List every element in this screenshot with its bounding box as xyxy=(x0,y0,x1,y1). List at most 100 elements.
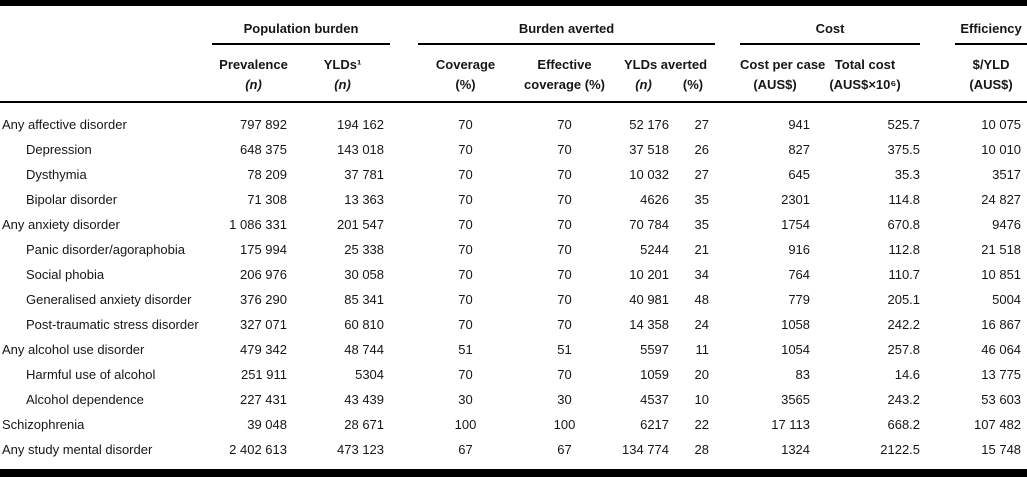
spacer-cell xyxy=(920,387,955,412)
cell-cost-per-case: 645 xyxy=(788,167,811,182)
table-row: Any study mental disorder 2 402 613 473 … xyxy=(0,437,1027,462)
cell-cost-per-yld: 53 603 xyxy=(981,392,1022,407)
spacer-cell xyxy=(715,162,740,187)
cell-prevalence: 78 209 xyxy=(247,167,287,182)
spacer-cell xyxy=(715,212,740,237)
cell-ylds: 30 058 xyxy=(344,267,385,282)
cell-ylds-averted-n: 70 784 xyxy=(629,217,670,232)
cell-total-cost: 242.2 xyxy=(887,317,921,332)
cell-cost-per-yld: 9476 xyxy=(992,217,1022,232)
cell-cost-per-yld: 21 518 xyxy=(981,242,1022,257)
table-row: Depression 648 375 143 018 70 70 37 518 … xyxy=(0,137,1027,162)
cell-cost-per-yld: 10 010 xyxy=(981,142,1022,157)
column-header-row-2: (n) (n) (%) coverage (%) (n) (%) (AUS$) … xyxy=(0,72,1027,103)
group-efficiency: Efficiency xyxy=(955,6,1027,45)
cell-ylds: 37 781 xyxy=(344,167,385,182)
table-row: Panic disorder/agoraphobia 175 994 25 33… xyxy=(0,237,1027,262)
cell-ylds-averted-pct: 27 xyxy=(694,117,710,132)
col-per-yld: $/YLD xyxy=(972,57,1010,72)
table-row: Post-traumatic stress disorder 327 071 6… xyxy=(0,312,1027,337)
cell-prevalence: 39 048 xyxy=(247,417,287,432)
spacer-cell xyxy=(390,287,418,312)
col-total-cost-unit: (AUS$×10⁶) xyxy=(810,72,921,103)
spacer-cell xyxy=(715,312,740,337)
col-ylds: YLDs¹ xyxy=(323,57,362,72)
cell-prevalence: 71 308 xyxy=(247,192,287,207)
col-ylds-averted: YLDs averted xyxy=(623,57,708,72)
cell-ylds-averted-n: 5597 xyxy=(640,342,670,357)
cell-coverage: 100 xyxy=(454,417,477,432)
corner-cell xyxy=(0,72,212,103)
spacer-cell xyxy=(920,262,955,287)
spacer-cell xyxy=(715,287,740,312)
row-label: Bipolar disorder xyxy=(26,192,118,207)
col-coverage: Coverage xyxy=(435,57,496,72)
cell-total-cost: 35.3 xyxy=(894,167,921,182)
spacer-cell xyxy=(390,162,418,187)
cell-ylds: 143 018 xyxy=(337,142,385,157)
cell-total-cost: 14.6 xyxy=(894,367,921,382)
cell-coverage: 70 xyxy=(458,292,473,307)
cell-effective-coverage: 70 xyxy=(557,292,572,307)
cell-cost-per-yld: 10 851 xyxy=(981,267,1022,282)
cell-cost-per-case: 1754 xyxy=(781,217,811,232)
cell-ylds-averted-pct: 35 xyxy=(694,192,710,207)
cell-ylds: 473 123 xyxy=(337,442,385,457)
spacer-cell xyxy=(390,187,418,212)
cell-cost-per-yld: 16 867 xyxy=(981,317,1022,332)
corner-cell xyxy=(0,6,212,44)
cell-coverage: 51 xyxy=(458,342,473,357)
cell-total-cost: 2122.5 xyxy=(880,442,921,457)
cell-ylds-averted-pct: 26 xyxy=(694,142,710,157)
cell-ylds-averted-n: 37 518 xyxy=(629,142,670,157)
cell-coverage: 70 xyxy=(458,267,473,282)
cell-prevalence: 2 402 613 xyxy=(229,442,287,457)
cell-effective-coverage: 67 xyxy=(557,442,572,457)
spacer-cell xyxy=(715,44,740,72)
cell-ylds-averted-n: 10 032 xyxy=(629,167,670,182)
cell-total-cost: 114.8 xyxy=(888,192,921,207)
row-label: Generalised anxiety disorder xyxy=(26,292,192,307)
group-header-row: Population burden Burden averted Cost Ef… xyxy=(0,6,1027,45)
spacer-cell xyxy=(390,412,418,437)
cell-cost-per-case: 764 xyxy=(788,267,811,282)
col-ylds-averted-pct-unit: (%) xyxy=(671,72,716,103)
col-cost-per-case-unit: (AUS$) xyxy=(740,72,811,103)
cell-cost-per-case: 3565 xyxy=(781,392,811,407)
cell-ylds-averted-pct: 27 xyxy=(694,167,710,182)
spacer-cell xyxy=(390,387,418,412)
cell-prevalence: 251 911 xyxy=(240,367,287,382)
spacer-cell xyxy=(920,44,955,72)
cell-effective-coverage: 70 xyxy=(557,367,572,382)
cell-prevalence: 327 071 xyxy=(240,317,287,332)
cell-effective-coverage: 100 xyxy=(553,417,576,432)
spacer-cell xyxy=(715,102,740,137)
cell-effective-coverage: 70 xyxy=(557,317,572,332)
cell-ylds-averted-n: 134 774 xyxy=(622,442,670,457)
spacer-cell xyxy=(715,6,740,44)
spacer-cell xyxy=(715,262,740,287)
spacer-cell xyxy=(715,237,740,262)
cell-cost-per-case: 2301 xyxy=(781,192,811,207)
col-effective-coverage: Effective xyxy=(537,57,592,72)
cell-ylds: 43 439 xyxy=(344,392,385,407)
row-label: Dysthymia xyxy=(26,167,87,182)
cell-effective-coverage: 70 xyxy=(557,267,572,282)
group-cost: Cost xyxy=(740,6,921,45)
cell-effective-coverage: 70 xyxy=(557,217,572,232)
table-row: Any alcohol use disorder 479 342 48 744 … xyxy=(0,337,1027,362)
spacer-cell xyxy=(390,72,419,103)
col-effective-coverage-unit: coverage (%) xyxy=(513,72,617,103)
group-population-burden: Population burden xyxy=(212,6,391,45)
cell-ylds-averted-n: 1059 xyxy=(640,367,670,382)
cell-prevalence: 206 976 xyxy=(240,267,287,282)
cell-coverage: 70 xyxy=(458,117,473,132)
spacer-cell xyxy=(920,137,955,162)
cell-ylds: 25 338 xyxy=(344,242,385,257)
spacer-cell xyxy=(715,362,740,387)
spacer-cell xyxy=(920,72,956,103)
cell-cost-per-yld: 13 775 xyxy=(981,367,1022,382)
col-prevalence: Prevalence xyxy=(219,57,288,72)
col-per-yld-unit: (AUS$) xyxy=(955,72,1027,103)
